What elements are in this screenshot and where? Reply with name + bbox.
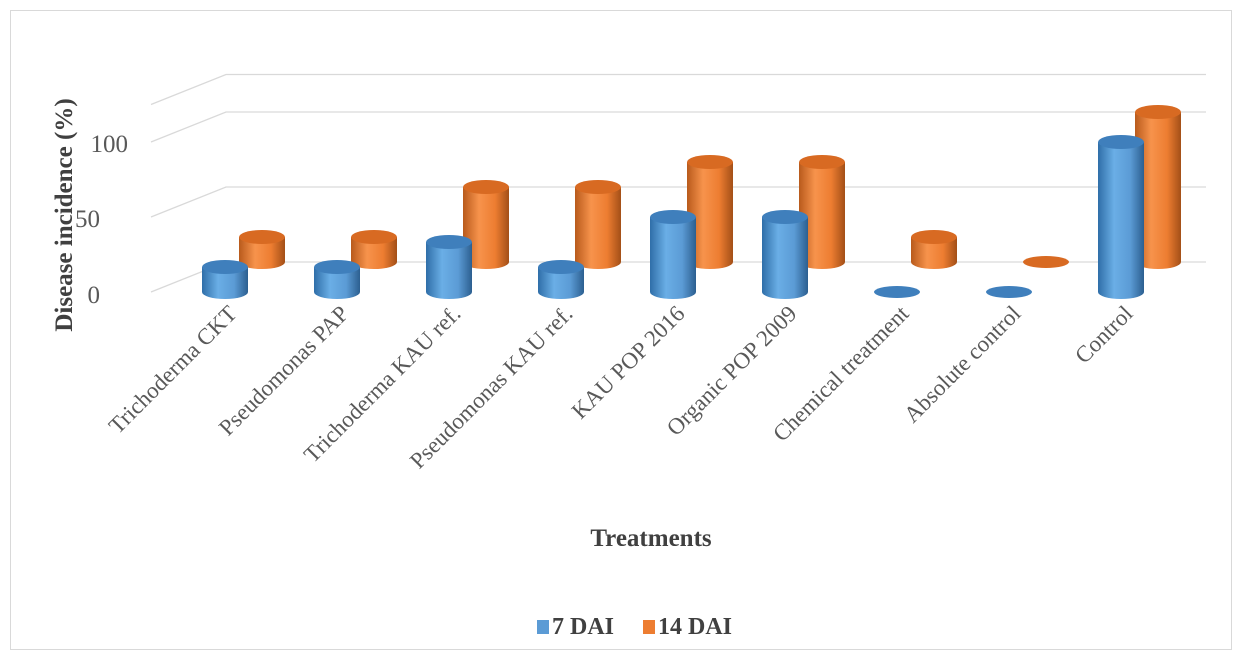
bar-7-dai [986,286,1032,298]
bar-7-dai [202,259,248,299]
bar-7-dai-cap [986,286,1032,298]
bar-14-dai-cap [463,180,509,194]
bar-14-dai-cap [351,229,397,244]
legend-swatch-14-dai [643,620,655,634]
bar-7-dai [538,259,584,299]
legend-label-14-dai: 14 DAI [658,614,732,640]
bar-7-dai-body [426,242,472,299]
bar-7-dai [426,235,472,299]
legend: 7 DAI 14 DAI [537,614,732,640]
x-axis-title: Treatments [590,525,712,552]
y-axis-ticks: 0 50 100 [75,131,128,309]
bar-7-dai [874,286,920,298]
category-label: KAU POP 2016 [567,301,690,424]
bar-14-dai [799,154,845,269]
bar-14-dai-cap [1023,256,1069,268]
bar-14-dai-body [239,236,285,269]
bar-7-dai-cap [538,259,584,274]
category-label: Absolute control [899,301,1026,428]
bar-14-dai-cap [239,229,285,244]
bar-7-dai-body [1098,142,1144,299]
bar-14-dai-cap [911,229,957,244]
category-label: Control [1070,301,1137,368]
bar-7-dai [650,210,696,299]
bar-14-dai [1135,105,1181,269]
bar-7-dai-cap [650,210,696,224]
bar-7-dai-body [650,217,696,299]
bar-14-dai [351,229,397,269]
bar-14-dai-cap [687,154,733,169]
legend-swatch-7-dai [537,620,549,634]
bar-14-dai-body [575,187,621,269]
legend-label-7-dai: 7 DAI [552,614,614,640]
bar-7-dai-body [202,266,248,299]
y-tick-label: 100 [91,131,129,158]
series-7-dai [202,135,1144,299]
bar-14-dai [911,229,957,269]
y-axis-title: Disease incidence (%) [51,98,78,331]
gridline [150,111,1206,143]
gridline [150,73,1206,106]
bar-14-dai-cap [799,154,845,169]
bar-7-dai-cap [1098,135,1144,149]
bar-14-dai-body [463,187,509,269]
bar-14-dai-body [687,161,733,269]
bar-7-dai-cap [314,259,360,274]
bar-14-dai [687,154,733,269]
gridline [150,186,1206,218]
bar-7-dai-cap [202,259,248,274]
bar-14-dai-body [911,236,957,269]
series-14-dai [239,105,1181,269]
y-tick-label: 0 [88,282,101,309]
x-axis-categories: Trichoderma CKT Pseudomonas PAP Trichode… [104,300,1138,473]
y-tick-label: 50 [75,206,100,233]
bar-7-dai [1098,135,1144,299]
bar-7-dai-body [314,266,360,299]
bar-14-dai [239,229,285,269]
bar-14-dai-body [351,236,397,269]
bar-14-dai [575,180,621,269]
bar-7-dai-cap [762,210,808,224]
bar-7-dai-body [538,266,584,299]
bar-14-dai-cap [1135,105,1181,119]
bar-7-dai [762,210,808,299]
bar-7-dai-cap [874,286,920,298]
bar-7-dai-cap [426,235,472,250]
bar-7-dai [314,259,360,299]
bar-14-dai [463,180,509,269]
bar-14-dai-cap [575,180,621,194]
bar-7-dai-body [762,217,808,299]
bar-14-dai [1023,256,1069,268]
bar-14-dai-body [1135,112,1181,269]
bar-14-dai-body [799,161,845,269]
